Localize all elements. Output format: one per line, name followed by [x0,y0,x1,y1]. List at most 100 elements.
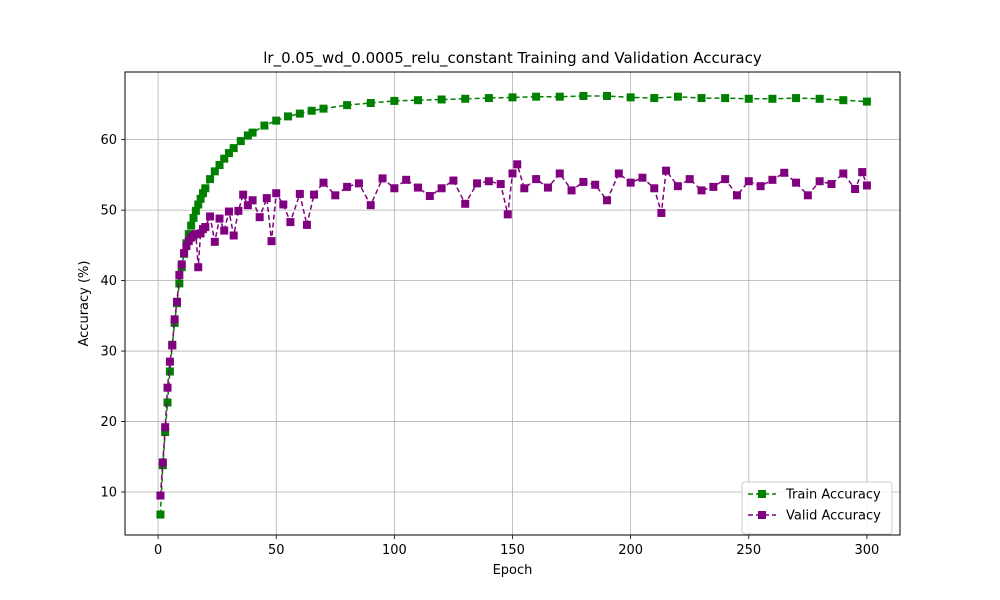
x-tick-label: 300 [855,543,880,558]
data-point [229,231,238,240]
data-point [532,175,541,184]
data-point [243,131,252,140]
data-point [194,200,203,209]
data-point [248,128,257,137]
data-point [603,91,612,100]
data-point [161,428,170,437]
data-point [839,169,848,178]
data-point [461,94,470,103]
data-point [709,182,718,191]
data-point [272,116,281,125]
series-layer [156,91,871,519]
data-point [437,95,446,104]
data-point [272,189,281,198]
data-point [425,192,434,201]
data-point [234,206,243,215]
data-point [343,182,352,191]
data-point [165,357,174,366]
data-point [697,186,706,195]
data-point [224,207,233,216]
data-point [262,194,271,203]
data-point [286,218,295,227]
data-point [201,184,210,193]
data-point [172,297,181,306]
x-axis-label: Epoch [493,563,533,578]
data-point [191,230,200,239]
data-point [780,168,789,177]
data-point [220,154,229,163]
legend-item: Valid Accuracy [748,509,881,524]
data-point [508,93,517,102]
data-point [732,191,741,200]
data-point [721,94,730,103]
data-point [650,184,659,193]
legend-marker [758,511,766,519]
data-point [343,101,352,110]
legend-marker [758,490,766,498]
data-point [187,221,196,230]
data-point [650,94,659,103]
data-point [815,94,824,103]
data-point [182,242,191,251]
data-point [279,200,288,209]
data-point [449,176,458,185]
data-point [295,189,304,198]
data-point [295,109,304,118]
data-point [255,213,264,222]
data-point [302,220,311,229]
data-point [156,491,165,500]
data-point [567,186,576,195]
data-point [390,96,399,105]
data-point [858,168,867,177]
data-point [862,181,871,190]
data-point [310,190,319,199]
data-point [175,270,184,279]
series-line [159,162,868,496]
data-point [224,149,233,158]
data-point [555,92,564,101]
data-point [366,99,375,108]
data-point [158,458,167,467]
data-point [792,178,801,187]
data-point [206,175,215,184]
data-point [543,183,552,192]
y-axis-label: Accuracy (%) [77,261,92,347]
data-point [520,184,529,193]
data-point [532,92,541,101]
data-point [697,94,706,103]
data-point [210,167,219,176]
data-point [662,166,671,175]
legend: Train Accuracy Valid Accuracy [741,481,893,535]
data-point [513,160,522,169]
y-tick-label: 60 [100,133,117,148]
x-tick-label: 100 [382,543,407,558]
data-point [260,121,269,130]
data-point [284,112,293,121]
data-point [189,213,198,222]
data-point [803,191,812,200]
data-point [484,177,493,186]
grid [125,72,900,535]
data-point [461,199,470,208]
data-point [239,190,248,199]
x-tick-label: 0 [154,543,162,558]
data-point [196,194,205,203]
data-point [413,183,422,192]
data-point [673,92,682,101]
data-point [626,93,635,102]
data-point [579,177,588,186]
data-point [685,175,694,184]
data-point [191,206,200,215]
data-point [744,94,753,103]
data-point [815,177,824,186]
legend-label: Train Accuracy [785,488,881,503]
data-point [591,180,600,189]
data-point [603,196,612,205]
data-point [721,175,730,184]
y-tick-label: 40 [100,274,117,289]
data-point [163,398,172,407]
data-point [756,182,765,191]
data-point [390,184,399,193]
data-point [215,161,224,170]
data-point [220,226,229,235]
